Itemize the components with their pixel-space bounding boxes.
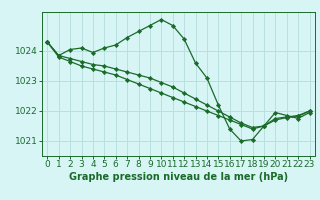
X-axis label: Graphe pression niveau de la mer (hPa): Graphe pression niveau de la mer (hPa) xyxy=(69,172,288,182)
